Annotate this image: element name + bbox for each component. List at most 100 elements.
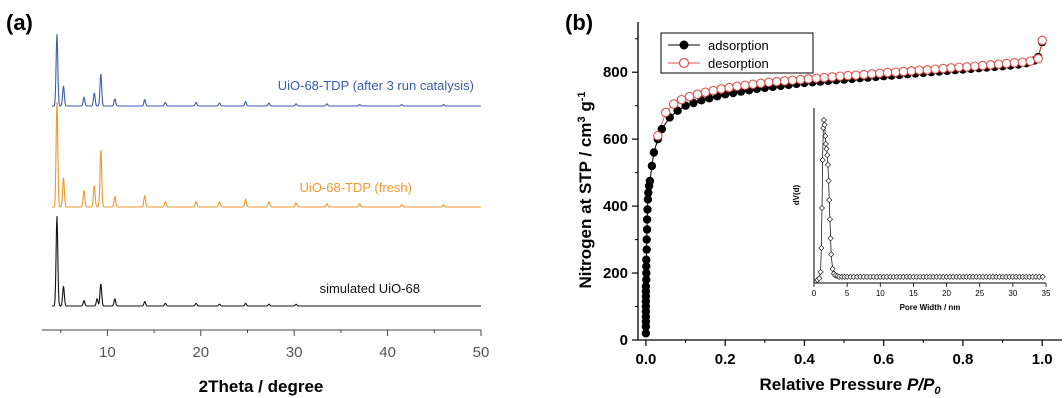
inset-x-tick-label: 10 [876,289,885,298]
inset-point [828,251,835,258]
desorption-point [692,89,703,100]
adsorption-point [643,205,652,214]
isotherm-x-tick-label: 0.0 [635,351,656,368]
xrd-series-label: UiO-68-TDP (after 3 run catalysis) [278,78,474,93]
desorption-point [843,70,853,81]
desorption-point [676,94,687,105]
desorption-point [946,63,956,73]
desorption-point [859,69,869,80]
adsorption-point [642,255,651,264]
desorption-point [874,68,885,78]
desorption-point [756,78,766,89]
adsorption-point [642,245,651,254]
adsorption-point [642,235,651,244]
xrd-x-tick-label: 10 [99,344,116,361]
xrd-x-ticks: 10 20 30 40 50 [60,330,490,361]
xrd-x-tick-label: 50 [473,344,490,361]
pore-size-inset: 0 5 10 15 20 25 30 35 Pore Width / nm dV(d) [792,108,1051,312]
inset-point [819,156,826,164]
desorption-point [708,85,719,96]
desorption-point [653,131,663,141]
xrd-series-line [52,102,481,208]
adsorption-point [642,275,651,284]
isotherm-x-tick-label: 0.6 [873,351,894,368]
inset-x-tick-label: 35 [1042,289,1051,298]
isotherm-x-axis-title: Relative Pressure P/P0 [760,375,942,397]
desorption-point [787,75,798,85]
inset-y-axis-title: dV(d) [792,184,801,205]
xrd-x-axis-title: 2Theta / degree [199,377,324,396]
inset-x-tick-label: 20 [942,289,951,298]
desorption-point [922,65,933,75]
inset-point [827,235,834,242]
desorption-point [716,84,726,94]
desorption-point [764,77,774,88]
inset-point [822,140,829,148]
desorption-point [906,66,917,76]
inset-point [824,161,831,168]
desorption-point [930,64,940,74]
isotherm-y-tick-label: 200 [603,265,628,282]
inset-point [826,216,833,223]
xrd-series-label: simulated UiO-68 [320,281,420,296]
desorption-point [977,60,988,71]
inset-x-tick-label: 25 [975,289,984,298]
desorption-point [668,99,679,109]
xrd-x-tick-label: 40 [379,344,396,361]
xrd-chart: 10 20 30 40 50 2Theta / degree UiO-68-TDP (a… [42,34,489,396]
inset-point [818,204,825,212]
adsorption-point [673,106,682,115]
adsorption-point [643,195,653,204]
inset-point [823,145,830,152]
xrd-x-tick-label: 20 [192,344,209,361]
xrd-series-label: UiO-68-TDP (fresh) [300,180,412,195]
inset-point [822,132,829,140]
panel-a-label: (a) [6,10,33,35]
desorption-point [914,65,925,75]
xrd-series-labels: UiO-68-TDP (after 3 run catalysis) UiO-68… [278,78,474,296]
desorption-point [771,76,782,87]
xrd-series-line [52,216,481,307]
desorption-point [882,67,893,78]
adsorption-point [657,124,666,134]
desorption-point [1033,54,1043,64]
adsorption-point [642,268,651,278]
desorption-point [1037,35,1047,46]
inset-point [824,152,831,159]
desorption-point [993,59,1004,69]
inset-point [816,275,823,282]
isotherm-x-tick-label: 1.0 [1032,351,1053,368]
isotherm-y-tick-label: 0 [620,332,628,349]
xrd-series-group [52,34,481,307]
adsorption-point [642,262,651,271]
inset-point [825,177,832,184]
adsorption-point [641,282,651,291]
desorption-point [684,91,695,102]
desorption-point [779,76,790,86]
adsorption-point [647,161,657,171]
inset-point [829,265,836,272]
inset-x-tick-label: 5 [845,289,850,298]
desorption-point [803,74,814,84]
inset-ticks: 0 5 10 15 20 25 30 35 [812,283,1051,298]
desorption-point [819,72,829,83]
adsorption-point [645,176,655,186]
desorption-point [748,79,758,90]
adsorption-point [642,215,652,224]
desorption-point [1009,58,1020,68]
desorption-point [962,62,972,72]
adsorption-point [641,329,651,338]
desorption-point [732,81,742,92]
desorption-point [970,61,980,71]
desorption-point [740,80,750,91]
desorption-point [811,73,822,83]
adsorption-point [644,188,653,197]
desorption-point [1025,56,1036,66]
isotherm-series-group [641,35,1047,338]
inset-point [826,196,833,204]
inset-x-tick-label: 0 [812,289,817,298]
legend-adsorption-label: adsorption [708,38,769,53]
